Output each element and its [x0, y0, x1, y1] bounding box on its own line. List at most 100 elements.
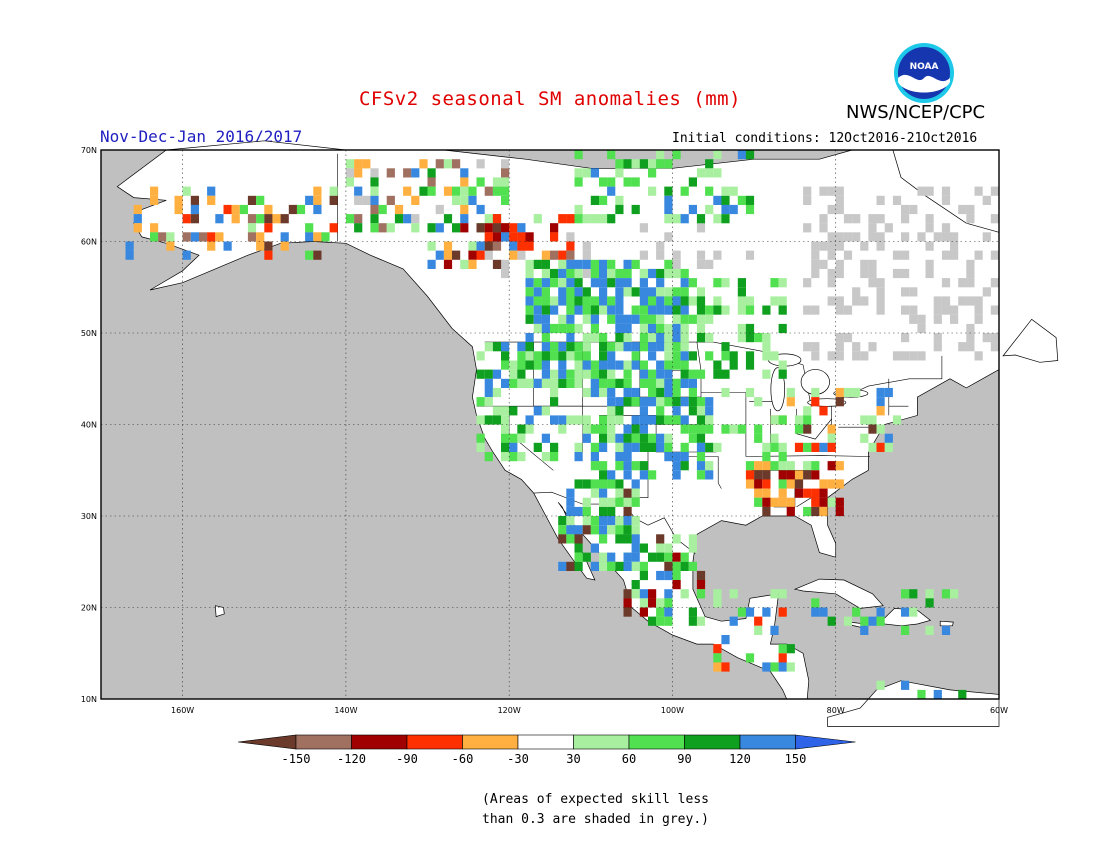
land-puerto-rico: [939, 620, 954, 627]
anomaly-cell: [680, 442, 689, 452]
anomaly-cell: [550, 268, 559, 279]
anomaly-cell: [737, 195, 746, 205]
anomaly-cell: [901, 204, 910, 215]
anomaly-cell: [688, 534, 697, 544]
anomaly-cell: [403, 168, 412, 178]
anomaly-cell: [566, 415, 575, 425]
anomaly-cell: [476, 369, 485, 379]
anomaly-cell: [729, 204, 738, 215]
anomaly-cell: [648, 616, 657, 626]
anomaly-cell: [696, 250, 706, 260]
forecast-period: Nov-Dec-Jan 2016/2017: [100, 127, 303, 146]
anomaly-cell: [607, 177, 616, 187]
latitude-tick-label: 20N: [81, 604, 97, 613]
anomaly-cell: [901, 268, 910, 279]
anomaly-cell: [770, 433, 779, 443]
colorbar-tick-label: 90: [677, 752, 692, 766]
anomaly-cell: [639, 442, 648, 452]
anomaly-cell: [484, 186, 493, 196]
anomaly-cell: [452, 223, 461, 233]
anomaly-cell: [607, 470, 616, 480]
anomaly-cell: [452, 195, 461, 205]
anomaly-cell: [599, 268, 608, 279]
anomaly-cell: [623, 470, 632, 480]
anomaly-cell: [313, 204, 322, 215]
anomaly-cell: [631, 516, 640, 526]
anomaly-cell: [786, 397, 795, 407]
border-line: [745, 455, 871, 457]
anomaly-cell: [745, 360, 755, 370]
anomaly-cell: [590, 452, 599, 462]
anomaly-cell: [280, 241, 289, 251]
anomaly-cell: [958, 296, 967, 306]
anomaly-cell: [803, 488, 812, 498]
anomaly-cell: [648, 415, 657, 425]
anomaly-cell: [550, 442, 559, 452]
anomaly-cell: [509, 378, 518, 388]
anomaly-cell: [868, 232, 877, 242]
anomaly-cell: [623, 497, 632, 507]
anomaly-cell: [599, 516, 608, 526]
anomaly-cell: [639, 369, 648, 379]
anomaly-cell: [901, 287, 910, 297]
anomaly-cell: [582, 369, 591, 379]
anomaly-cell: [607, 561, 616, 571]
anomaly-cell: [582, 479, 591, 489]
anomaly-cell: [541, 378, 550, 388]
anomaly-cell: [794, 488, 804, 498]
anomaly-cell: [566, 314, 575, 324]
anomaly-cell: [501, 195, 510, 205]
anomaly-cell: [770, 415, 779, 425]
anomaly-cell: [615, 287, 624, 297]
colorbar-tick-label: -120: [337, 752, 366, 766]
anomaly-cell: [656, 570, 665, 581]
anomaly-cell: [648, 159, 657, 169]
anomaly-cell: [623, 534, 632, 544]
anomaly-cell: [664, 552, 673, 562]
anomaly-cell: [492, 214, 502, 224]
anomaly-cell: [664, 204, 673, 215]
anomaly-cell: [680, 323, 689, 334]
anomaly-cell: [696, 570, 706, 581]
anomaly-cell: [623, 525, 632, 535]
anomaly-cell: [762, 442, 771, 452]
anomaly-cell: [811, 397, 820, 407]
anomaly-cell: [476, 159, 485, 169]
anomaly-cell: [599, 488, 608, 498]
anomaly-cell: [876, 424, 885, 434]
anomaly-cell: [868, 415, 877, 425]
anomaly-cell: [664, 561, 673, 571]
anomaly-cell: [133, 204, 142, 215]
anomaly-cell: [827, 461, 836, 471]
anomaly-cell: [786, 662, 795, 672]
anomaly-cell: [876, 387, 885, 398]
anomaly-cell: [639, 543, 648, 553]
anomaly-cell: [713, 250, 722, 260]
colorbar-tick-label: 60: [621, 752, 637, 766]
anomaly-cell: [574, 177, 583, 187]
anomaly-cell: [819, 406, 828, 416]
anomaly-cell: [835, 259, 844, 269]
anomaly-cell: [590, 305, 599, 315]
anomaly-cell: [811, 470, 820, 480]
anomaly-cell: [566, 506, 575, 517]
anomaly-cell: [305, 232, 314, 242]
anomaly-cell: [607, 378, 616, 388]
anomaly-cell: [860, 259, 869, 269]
anomaly-cell: [590, 296, 599, 306]
anomaly-cell: [574, 259, 583, 269]
agency-name: NWS/NCEP/CPC: [846, 102, 986, 123]
anomaly-cell: [745, 479, 755, 489]
anomaly-cell: [484, 415, 493, 425]
anomaly-cell: [256, 195, 265, 205]
anomaly-cell: [778, 589, 787, 599]
anomaly-cell: [517, 360, 526, 370]
anomaly-cell: [582, 296, 591, 306]
anomaly-cell: [517, 378, 526, 388]
anomaly-cell: [876, 278, 885, 288]
anomaly-cell: [150, 223, 159, 233]
anomaly-cell: [550, 415, 559, 425]
anomaly-cell: [794, 470, 804, 480]
anomaly-cell: [852, 351, 861, 361]
anomaly-cell: [729, 424, 738, 434]
